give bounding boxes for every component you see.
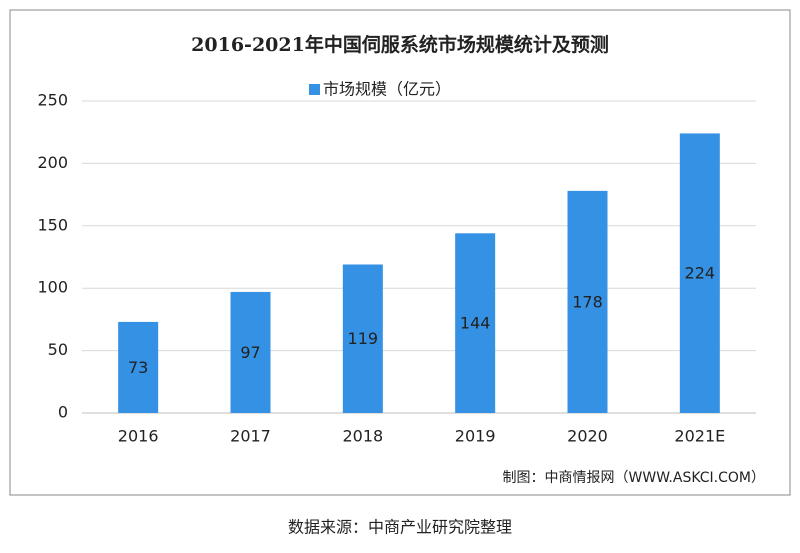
chart-frame: [9, 9, 791, 496]
bar: [567, 190, 608, 413]
x-tick-label: 2019: [455, 427, 496, 446]
y-tick-label: 0: [58, 403, 68, 422]
data-label: 224: [685, 264, 716, 283]
bar: [118, 321, 159, 413]
data-label: 144: [460, 314, 491, 333]
x-tick-label: 2020: [567, 427, 608, 446]
chart-title: 2016-2021年中国伺服系统市场规模统计及预测: [191, 33, 609, 56]
legend-swatch: [309, 84, 320, 95]
x-tick-label: 2017: [230, 427, 271, 446]
source: 数据来源：中商产业研究院整理: [288, 518, 512, 537]
y-tick-label: 250: [37, 91, 68, 110]
x-tick-label: 2016: [118, 427, 159, 446]
data-label: 119: [348, 329, 379, 348]
bar: [679, 133, 720, 413]
data-label: 73: [128, 358, 148, 377]
x-tick-label: 2018: [342, 427, 383, 446]
x-tick-label: 2021E: [674, 427, 725, 446]
y-tick-label: 50: [48, 340, 68, 359]
credit: 制图：中商情报网（WWW.ASKCI.COM）: [503, 470, 765, 486]
y-tick-label: 200: [37, 153, 68, 172]
data-label: 178: [572, 292, 603, 311]
legend-label: 市场规模（亿元）: [323, 80, 451, 99]
bar: [455, 233, 496, 413]
y-tick-label: 150: [37, 215, 68, 234]
data-label: 97: [240, 343, 260, 362]
y-tick-label: 100: [37, 278, 68, 297]
bar: [342, 264, 383, 413]
bar: [230, 291, 271, 413]
